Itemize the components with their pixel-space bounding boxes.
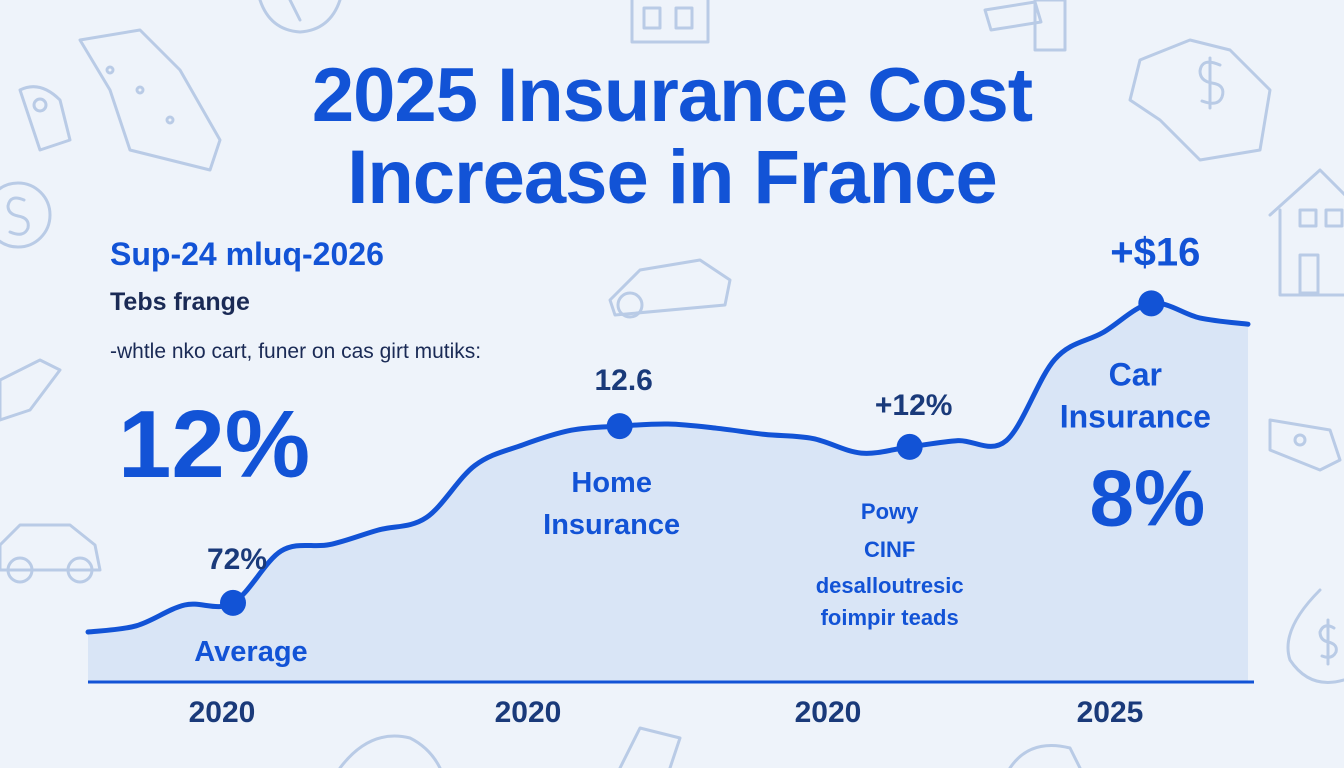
chart-title-line-2: Increase in France [347,135,997,220]
car-icon [0,523,102,584]
category-label: Home [571,467,652,499]
region-label: Tebs frange [110,288,250,316]
dollar-coin-icon [0,181,52,249]
data-point [606,413,633,440]
data-point [220,589,246,616]
document-icon [630,0,710,44]
money-bag-icon [1128,38,1272,162]
data-value-label: +12% [875,389,953,422]
data-point [1138,290,1165,317]
category-label: foimpir teads [821,605,959,630]
category-label: Average [194,636,307,668]
data-value-label: +$16 [1110,230,1200,274]
dollar-coin-icon [338,726,1082,768]
category-label: desalloutresic [816,573,964,598]
chart-note: -whtle nko cart, funer on cas girt mutik… [110,340,482,363]
data-value-label: 72% [207,543,267,576]
category-label: Car [1109,356,1162,392]
x-tick-label: 2025 [1077,696,1144,729]
chart-title-line-1: 2025 Insurance Cost [311,53,1033,138]
dollar-coin-icon [1286,588,1344,684]
data-point [896,433,923,460]
category-label: Insurance [1060,398,1211,434]
category-label: Insurance [543,509,680,541]
headline-percentage: 12% [118,391,311,498]
banknote-icon [983,0,1067,52]
category-label: CINF [864,537,915,562]
car-icon [608,258,732,319]
x-tick-label: 2020 [189,696,256,729]
key-icon [18,85,72,152]
x-tick-label: 2020 [495,696,562,729]
key-icon [1268,418,1342,472]
map-icon [78,28,222,172]
key-icon [0,358,62,422]
category-label: Powy [861,499,919,524]
area-fill [88,303,1248,682]
x-tick-label: 2020 [795,696,862,729]
chart-subtitle: Sup-24 mluq-2026 [110,236,384,272]
category-percentage-label: 8% [1090,453,1206,542]
data-value-label: 12.6 [594,364,652,397]
house-icon [1268,168,1344,297]
series-line [85,300,1251,635]
money-bag-icon [258,0,342,34]
